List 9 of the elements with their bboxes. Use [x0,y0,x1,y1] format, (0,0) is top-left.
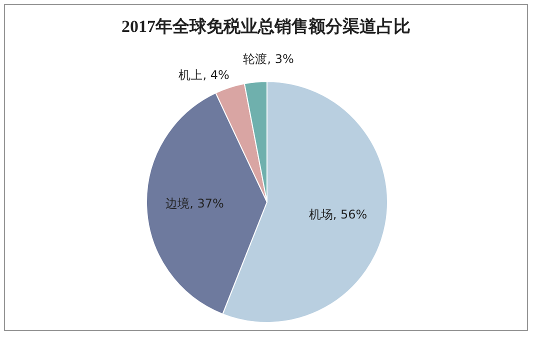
slice-label: 轮渡 [243,52,268,66]
data-label: , 3% [267,52,294,66]
slice-label: 边境 [166,196,190,210]
slice-label: 机上 [178,68,203,82]
data-label: , 37% [190,196,224,210]
chart-title: 2017年全球免税业总销售额分渠道占比 [120,16,412,38]
data-label: , 56% [332,208,368,222]
data-label: , 4% [202,68,230,82]
slice-label: 机场 [308,208,333,222]
